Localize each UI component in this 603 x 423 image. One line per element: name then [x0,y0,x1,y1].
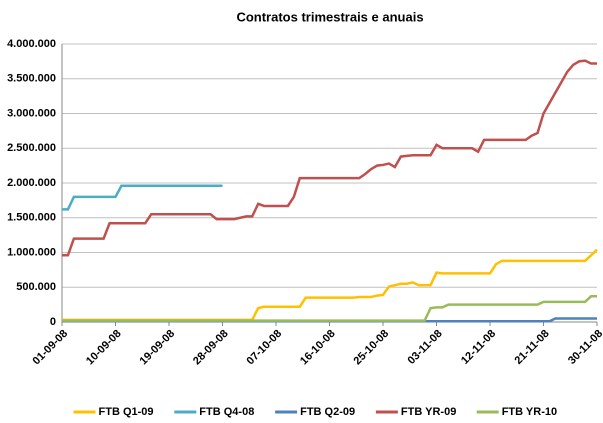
y-tick-label: 500.000 [16,281,56,293]
series-line [62,295,597,322]
y-tick-label: 3.500.000 [7,73,56,85]
legend-label: FTB Q2-09 [300,406,355,418]
series-line [62,59,597,257]
legend-label: FTB YR-09 [401,406,456,418]
x-tick-label: 30-11-08 [566,328,603,367]
y-tick-label: 2.000.000 [7,177,56,189]
y-tick-label: 2.500.000 [7,142,56,154]
x-tick-label: 12-11-08 [459,328,498,367]
legend-label: FTB YR-10 [502,406,557,418]
x-tick-label: 01-09-08 [31,328,71,368]
y-tick-label: 1.500.000 [7,212,56,224]
x-tick-label: 21-11-08 [512,328,551,367]
x-tick-label: 07-10-08 [245,328,285,368]
legend-label: FTB Q1-09 [99,406,154,418]
x-tick-label: 10-09-08 [84,328,124,368]
y-tick-label: 0 [50,316,56,328]
x-tick-label: 03-11-08 [405,328,444,367]
x-tick-label: 25-10-08 [352,328,392,368]
legend-label: FTB Q4-08 [199,406,254,418]
x-tick-label: 16-10-08 [298,328,338,368]
chart-title: Contratos trimestrais e anuais [236,9,423,24]
x-tick-label: 19-09-08 [138,328,178,368]
series-line [62,248,598,322]
y-tick-label: 1.000.000 [7,246,56,258]
y-tick-label: 3.000.000 [7,107,56,119]
series-line [62,184,223,211]
x-tick-label: 28-09-08 [191,328,231,368]
y-tick-label: 4.000.000 [7,38,56,50]
